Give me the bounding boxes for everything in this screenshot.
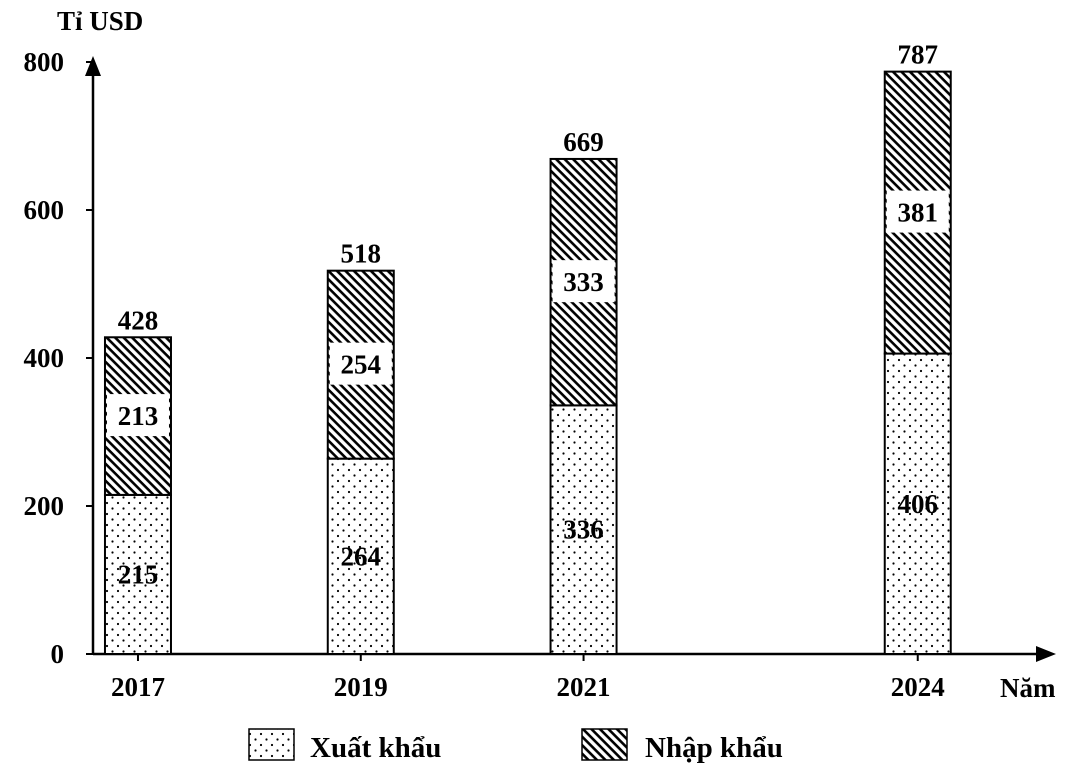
total-value-label: 428 bbox=[118, 305, 159, 335]
total-value-label: 787 bbox=[897, 40, 938, 70]
y-tick-label: 0 bbox=[51, 639, 65, 669]
x-axis-arrow bbox=[1036, 646, 1056, 662]
segment-value-label: 381 bbox=[897, 198, 938, 228]
bar-segment-export bbox=[883, 352, 952, 655]
segment-label-bg bbox=[552, 260, 615, 303]
axes: 0 200 400 600 800 2017 2019 2021 2024 bbox=[24, 47, 1056, 702]
segment-value-label: 213 bbox=[118, 401, 159, 431]
legend-swatch-import bbox=[581, 728, 628, 761]
x-tick-label: 2019 bbox=[334, 672, 388, 702]
segment-value-label: 336 bbox=[563, 515, 604, 545]
bar-segment-export bbox=[326, 457, 395, 656]
segment-value-label: 264 bbox=[341, 541, 382, 571]
y-tick-label: 200 bbox=[24, 491, 65, 521]
y-tick-label: 800 bbox=[24, 47, 65, 77]
segment-value-label: 215 bbox=[118, 559, 159, 589]
legend-label-import: Nhập khẩu bbox=[645, 732, 783, 764]
bar-segment-export bbox=[549, 404, 618, 655]
x-tick-label: 2017 bbox=[111, 672, 165, 702]
y-axis-title: Tỉ USD bbox=[57, 6, 143, 36]
bars bbox=[103, 70, 952, 656]
labels: 215 213 428 264 254 518 336 333 669 406 381 787 bbox=[106, 40, 949, 589]
total-value-label: 669 bbox=[563, 127, 604, 157]
x-axis-title: Năm bbox=[1000, 673, 1056, 703]
segment-label-bg bbox=[329, 342, 392, 385]
total-value-label: 518 bbox=[341, 239, 382, 269]
segment-value-label: 406 bbox=[897, 489, 938, 519]
x-tick-label: 2024 bbox=[891, 672, 945, 702]
legend-label-export: Xuất khẩu bbox=[310, 732, 441, 764]
y-tick-label: 600 bbox=[24, 195, 65, 225]
x-tick-label: 2021 bbox=[557, 672, 611, 702]
segment-value-label: 333 bbox=[563, 267, 604, 297]
bar-segment-export bbox=[103, 493, 172, 655]
segment-label-bg bbox=[886, 190, 949, 233]
y-axis-arrow bbox=[85, 56, 101, 76]
legend-swatch-export bbox=[248, 728, 295, 761]
legend: Xuất khẩu Nhập khẩu bbox=[248, 728, 783, 764]
segment-value-label: 254 bbox=[341, 350, 382, 380]
segment-label-bg bbox=[106, 394, 169, 437]
y-tick-label: 400 bbox=[24, 343, 65, 373]
